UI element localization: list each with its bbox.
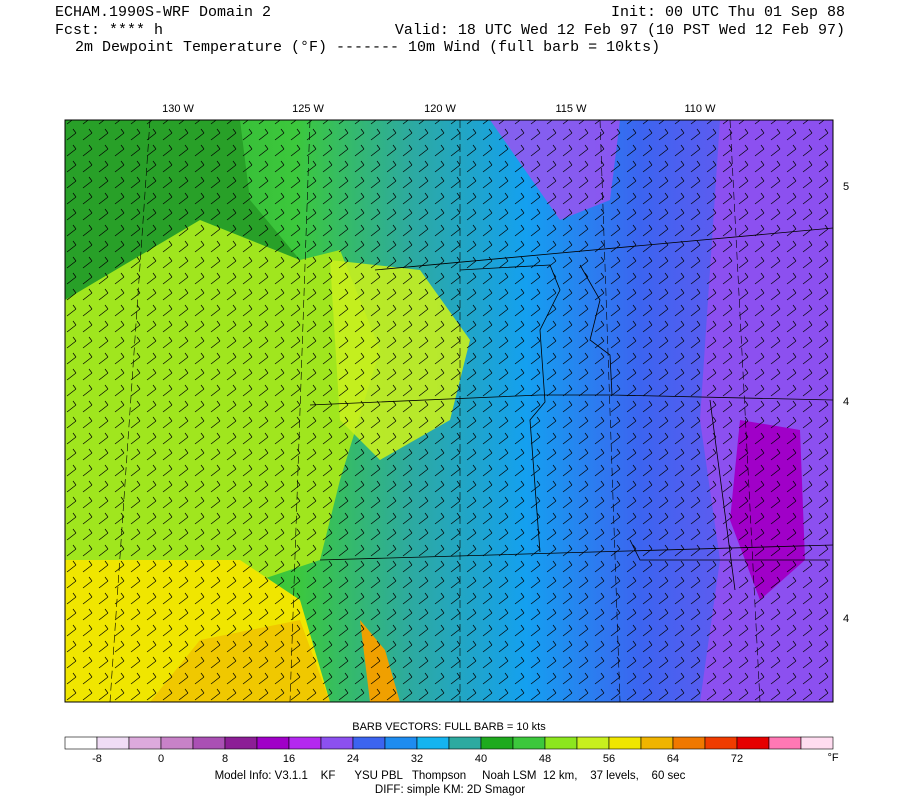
colorbar-box [192, 736, 226, 750]
colorbar-box [384, 736, 418, 750]
colorbar-box [320, 736, 354, 750]
colorbar-label: 32 [411, 753, 423, 765]
colorbar-box [608, 736, 642, 750]
colorbar-label: 56 [603, 753, 615, 765]
colorbar-box [800, 736, 834, 750]
lat-label: 4 [843, 613, 849, 625]
colorbar-box [352, 736, 386, 750]
colorbar-label: 0 [158, 753, 164, 765]
colorbar-unit: °F [827, 752, 838, 764]
colorbar-box [512, 736, 546, 750]
map [64, 119, 834, 703]
colorbar-box [96, 736, 130, 750]
colorbar-box [736, 736, 770, 750]
lon-label: 115 W [556, 103, 588, 115]
lat-labels: 5 4 4 [843, 181, 849, 625]
colorbar-title: BARB VECTORS: FULL BARB = 10 kts [352, 721, 546, 733]
footer-diff: DIFF: simple KM: 2D Smagor [375, 784, 525, 796]
lon-labels: 130 W 125 W 120 W 115 W 110 W [162, 103, 716, 115]
colorbar-box [64, 736, 98, 750]
colorbar-label: -8 [92, 753, 102, 765]
colorbar-label: 16 [283, 753, 295, 765]
colorbar-box [704, 736, 738, 750]
colorbar-label: 64 [667, 753, 679, 765]
lon-label: 120 W [424, 103, 456, 115]
colorbar-box [288, 736, 322, 750]
lon-label: 125 W [292, 103, 324, 115]
colorbar-box [256, 736, 290, 750]
lat-label: 5 [843, 181, 849, 193]
colorbar-label: 48 [539, 753, 551, 765]
init: Init: 00 UTC Thu 01 Sep 88 [611, 4, 845, 21]
colorbar-box [480, 736, 514, 750]
colorbar-box [768, 736, 802, 750]
colorbar-label: 8 [222, 753, 228, 765]
colorbar: -8 0 8 16 24 32 40 48 56 64 72 [64, 736, 834, 765]
title: ECHAM.1990S-WRF Domain 2 [55, 4, 271, 21]
fields: 2m Dewpoint Temperature (°F) ------- 10m… [75, 39, 660, 56]
valid: Valid: 18 UTC Wed 12 Feb 97 (10 PST Wed … [395, 22, 845, 39]
lon-label: 110 W [685, 103, 717, 115]
colorbar-box [160, 736, 194, 750]
colorbar-box [416, 736, 450, 750]
lat-label: 4 [843, 396, 849, 408]
colorbar-label: 40 [475, 753, 487, 765]
colorbar-box [576, 736, 610, 750]
colorbar-box [448, 736, 482, 750]
colorbar-box [640, 736, 674, 750]
colorbar-box [672, 736, 706, 750]
colorbar-label: 72 [731, 753, 743, 765]
colorbar-box [224, 736, 258, 750]
lon-label: 130 W [162, 103, 194, 115]
footer-info: Model Info: V3.1.1 KF YSU PBL Thompson N… [215, 770, 686, 782]
colorbar-box [544, 736, 578, 750]
colorbar-label: 24 [347, 753, 359, 765]
colorbar-box [128, 736, 162, 750]
fcst: Fcst: **** h [55, 22, 163, 39]
